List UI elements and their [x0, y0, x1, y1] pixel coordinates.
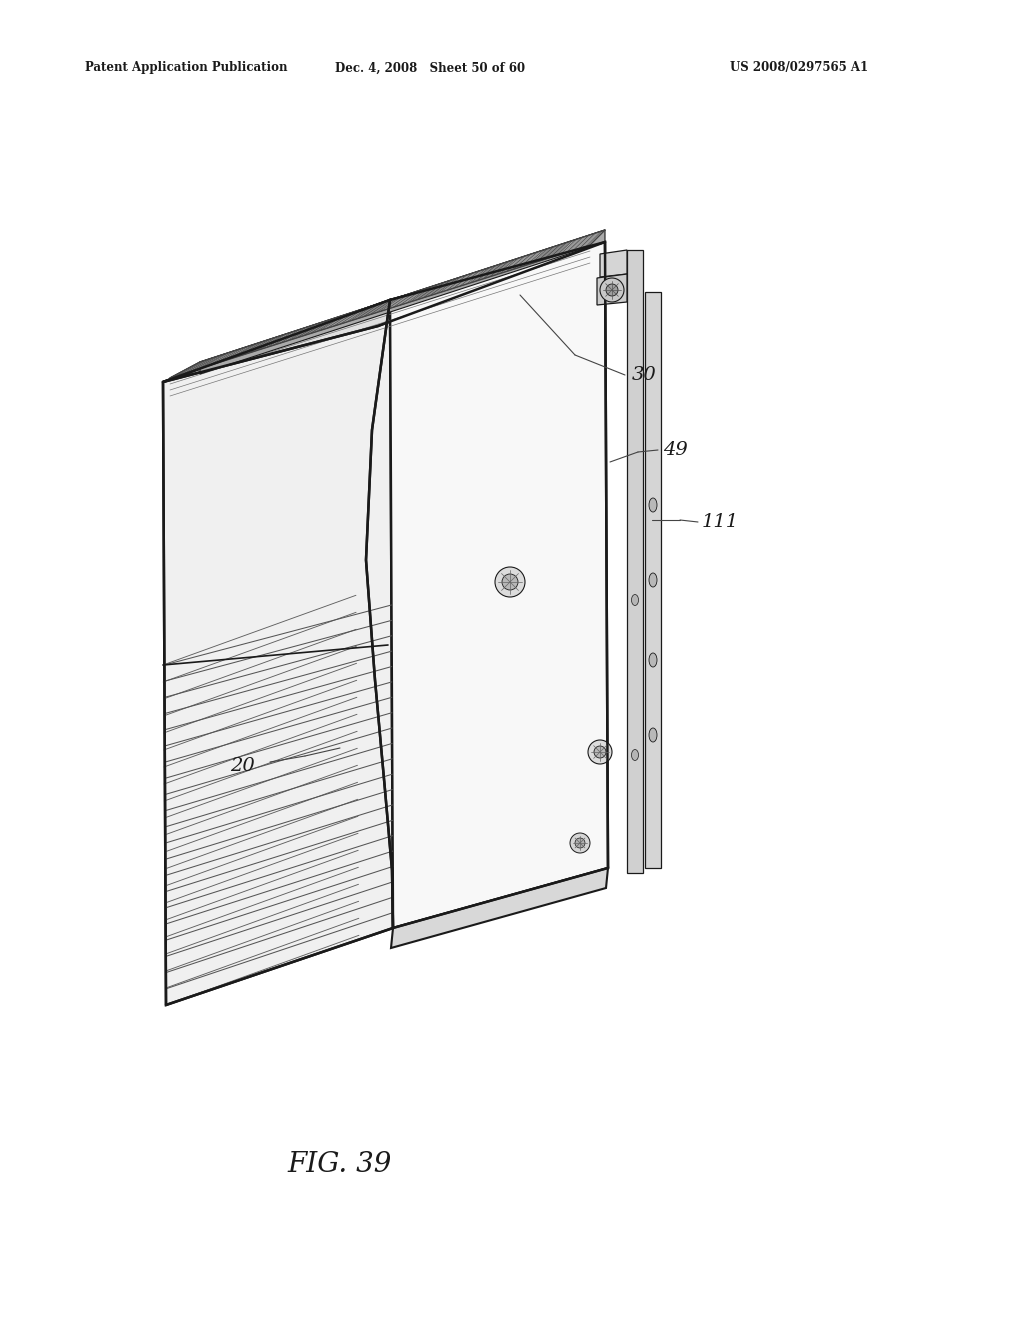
Circle shape — [495, 568, 525, 597]
Ellipse shape — [649, 498, 657, 512]
Polygon shape — [645, 292, 662, 869]
Polygon shape — [470, 260, 515, 282]
Text: 49: 49 — [663, 441, 688, 459]
Polygon shape — [170, 354, 225, 378]
Ellipse shape — [632, 750, 639, 760]
Circle shape — [594, 746, 606, 758]
Circle shape — [570, 833, 590, 853]
Text: 111: 111 — [702, 513, 739, 531]
Polygon shape — [290, 315, 341, 341]
Polygon shape — [560, 231, 601, 255]
Polygon shape — [500, 249, 544, 273]
Circle shape — [502, 574, 518, 590]
Circle shape — [606, 284, 618, 296]
Polygon shape — [410, 279, 457, 302]
Polygon shape — [170, 230, 605, 378]
Polygon shape — [390, 242, 608, 928]
Circle shape — [575, 838, 585, 847]
Polygon shape — [350, 297, 399, 321]
Text: Patent Application Publication: Patent Application Publication — [85, 62, 288, 74]
Text: FIG. 39: FIG. 39 — [288, 1151, 392, 1179]
Polygon shape — [200, 345, 254, 368]
Polygon shape — [163, 300, 393, 1005]
Ellipse shape — [649, 653, 657, 667]
Polygon shape — [440, 269, 485, 293]
Ellipse shape — [649, 729, 657, 742]
Text: US 2008/0297565 A1: US 2008/0297565 A1 — [730, 62, 868, 74]
Text: 30: 30 — [632, 366, 656, 384]
Polygon shape — [163, 242, 605, 381]
Polygon shape — [380, 288, 428, 312]
Text: Dec. 4, 2008   Sheet 50 of 60: Dec. 4, 2008 Sheet 50 of 60 — [335, 62, 525, 74]
Polygon shape — [200, 230, 605, 374]
Ellipse shape — [632, 594, 639, 606]
Polygon shape — [319, 306, 370, 330]
Circle shape — [600, 279, 624, 302]
Polygon shape — [230, 335, 284, 359]
Text: 20: 20 — [230, 756, 255, 775]
Polygon shape — [530, 240, 572, 264]
Polygon shape — [627, 249, 643, 873]
Polygon shape — [600, 249, 627, 277]
Circle shape — [588, 741, 612, 764]
Polygon shape — [597, 275, 627, 305]
Polygon shape — [260, 326, 312, 350]
Polygon shape — [391, 869, 608, 948]
Ellipse shape — [649, 573, 657, 587]
